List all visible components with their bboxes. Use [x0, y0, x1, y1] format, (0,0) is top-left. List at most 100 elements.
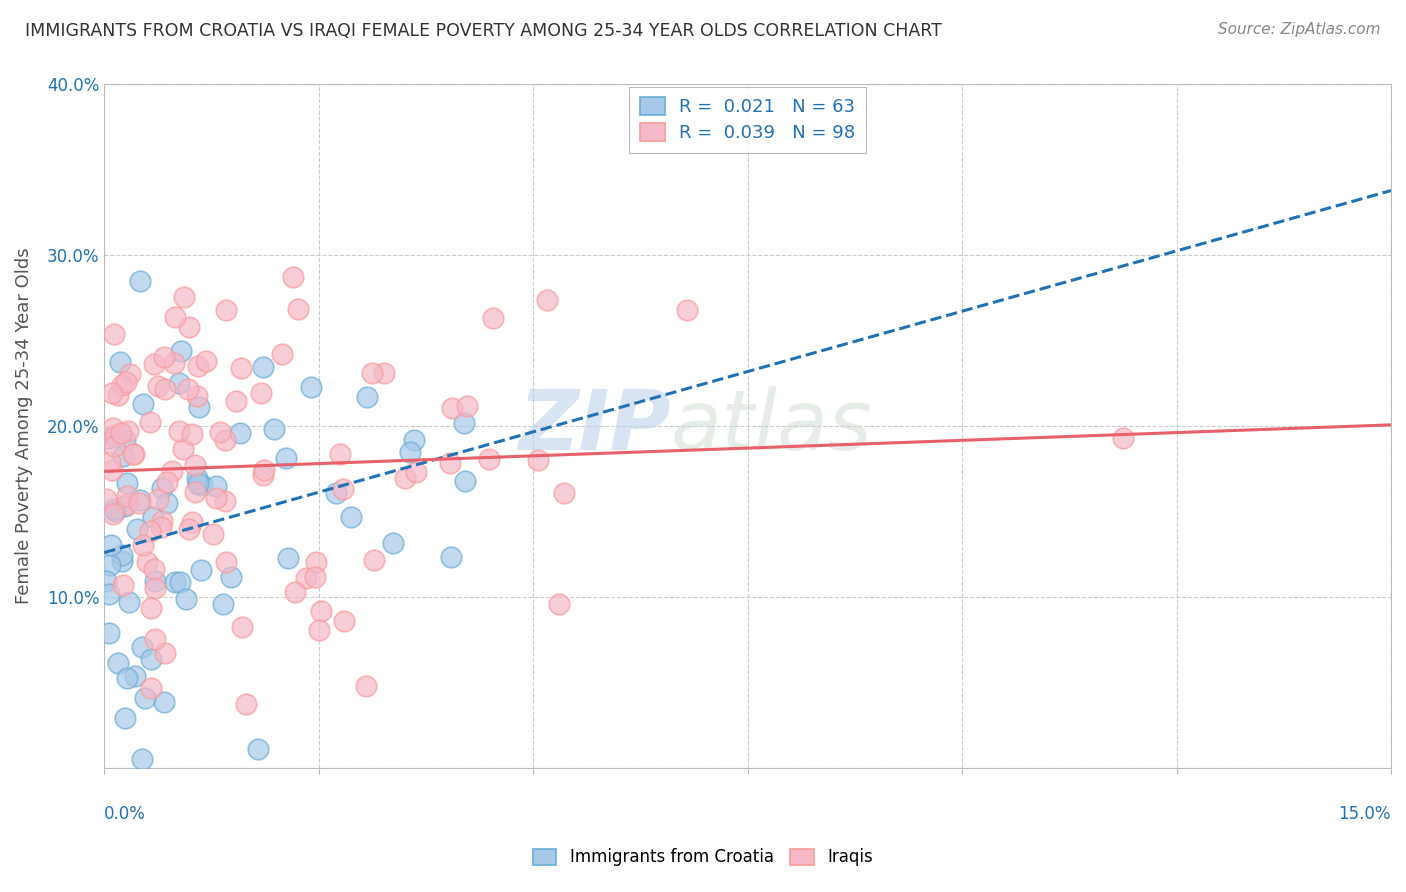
Point [114, 375, 136, 389]
Point [153, 647, 176, 661]
Point [98, 587, 121, 601]
Point [143, 562, 166, 576]
Point [155, 475, 177, 489]
Point [547, 597, 569, 611]
Point [456, 399, 478, 413]
Point [186, 471, 208, 485]
Point [115, 671, 138, 685]
Point [190, 478, 212, 492]
Point [112, 449, 135, 463]
Point [153, 695, 176, 709]
Point [553, 485, 575, 500]
Point [305, 555, 328, 569]
Point [163, 310, 186, 325]
Point [118, 595, 141, 609]
Point [103, 326, 125, 341]
Point [274, 450, 297, 465]
Point [143, 574, 166, 588]
Point [263, 421, 285, 435]
Point [215, 302, 238, 317]
Point [229, 426, 252, 441]
Point [111, 578, 134, 592]
Point [101, 386, 124, 401]
Point [128, 274, 150, 288]
Point [183, 458, 205, 472]
Point [143, 632, 166, 647]
Point [103, 440, 125, 454]
Point [527, 453, 550, 467]
Point [132, 538, 155, 552]
Point [190, 563, 212, 577]
Point [167, 376, 190, 391]
Point [103, 501, 125, 516]
Point [111, 378, 134, 392]
Point [186, 388, 208, 402]
Point [111, 554, 134, 568]
Point [108, 355, 131, 369]
Point [281, 270, 304, 285]
Point [128, 492, 150, 507]
Point [453, 417, 475, 431]
Point [405, 465, 427, 479]
Point [187, 400, 209, 414]
Point [205, 479, 228, 493]
Point [172, 442, 194, 456]
Point [125, 522, 148, 536]
Point [382, 536, 405, 550]
Point [152, 350, 174, 364]
Point [141, 651, 163, 665]
Point [117, 497, 139, 511]
Point [110, 426, 132, 441]
Point [156, 496, 179, 510]
Point [114, 434, 136, 448]
Point [440, 401, 463, 416]
Point [139, 601, 162, 615]
Point [134, 690, 156, 705]
Point [98, 626, 121, 640]
Point [160, 464, 183, 478]
Point [329, 447, 352, 461]
Point [177, 382, 200, 396]
Point [394, 471, 416, 485]
Point [212, 597, 235, 611]
Point [163, 356, 186, 370]
Point [122, 447, 145, 461]
Point [308, 623, 330, 637]
Point [173, 290, 195, 304]
Point [271, 347, 294, 361]
Point [128, 496, 150, 510]
Point [287, 301, 309, 316]
Point [131, 752, 153, 766]
Text: 15.0%: 15.0% [1339, 805, 1391, 823]
Point [676, 303, 699, 318]
Legend: Immigrants from Croatia, Iraqis: Immigrants from Croatia, Iraqis [526, 842, 880, 873]
Point [111, 548, 134, 562]
Point [150, 519, 173, 533]
Point [114, 711, 136, 725]
Point [100, 558, 122, 572]
Point [440, 550, 463, 565]
Point [284, 584, 307, 599]
Point [98, 455, 121, 469]
Point [536, 293, 558, 307]
Point [114, 499, 136, 513]
Point [177, 320, 200, 334]
Point [246, 741, 269, 756]
Text: ZIP: ZIP [517, 385, 671, 467]
Point [150, 514, 173, 528]
Point [360, 367, 382, 381]
Point [184, 485, 207, 500]
Legend: R =  0.021   N = 63, R =  0.039   N = 98: R = 0.021 N = 63, R = 0.039 N = 98 [628, 87, 866, 153]
Point [404, 433, 426, 447]
Point [202, 527, 225, 541]
Point [103, 421, 125, 435]
Point [174, 592, 197, 607]
Point [143, 581, 166, 595]
Text: 0.0%: 0.0% [104, 805, 146, 823]
Point [252, 468, 274, 483]
Point [219, 570, 242, 584]
Point [481, 310, 503, 325]
Point [180, 515, 202, 529]
Point [340, 509, 363, 524]
Point [124, 668, 146, 682]
